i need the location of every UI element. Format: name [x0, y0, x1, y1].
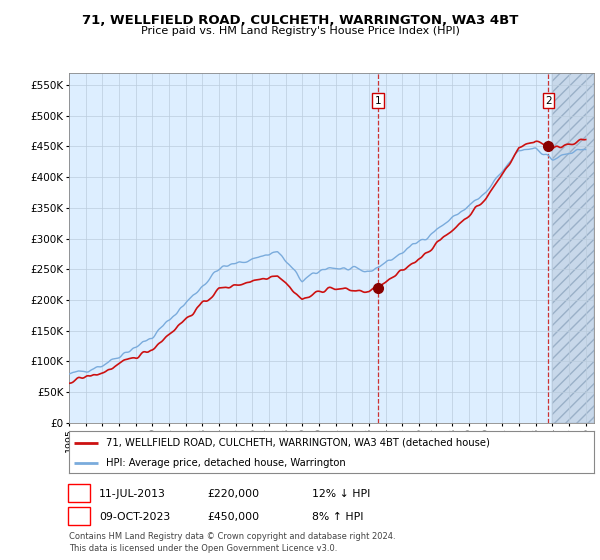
Text: 12% ↓ HPI: 12% ↓ HPI — [312, 489, 370, 499]
Text: 1: 1 — [76, 488, 82, 498]
Text: 2: 2 — [76, 511, 82, 521]
Text: £450,000: £450,000 — [207, 512, 259, 522]
Text: 8% ↑ HPI: 8% ↑ HPI — [312, 512, 364, 522]
Text: 71, WELLFIELD ROAD, CULCHETH, WARRINGTON, WA3 4BT (detached house): 71, WELLFIELD ROAD, CULCHETH, WARRINGTON… — [106, 438, 490, 448]
Text: 2: 2 — [545, 96, 552, 106]
Text: 09-OCT-2023: 09-OCT-2023 — [99, 512, 170, 522]
Text: Contains HM Land Registry data © Crown copyright and database right 2024.
This d: Contains HM Land Registry data © Crown c… — [69, 533, 395, 553]
Text: 71, WELLFIELD ROAD, CULCHETH, WARRINGTON, WA3 4BT: 71, WELLFIELD ROAD, CULCHETH, WARRINGTON… — [82, 14, 518, 27]
Text: 11-JUL-2013: 11-JUL-2013 — [99, 489, 166, 499]
Text: 1: 1 — [374, 96, 381, 106]
Text: Price paid vs. HM Land Registry's House Price Index (HPI): Price paid vs. HM Land Registry's House … — [140, 26, 460, 36]
Text: HPI: Average price, detached house, Warrington: HPI: Average price, detached house, Warr… — [106, 458, 346, 468]
Text: £220,000: £220,000 — [207, 489, 259, 499]
